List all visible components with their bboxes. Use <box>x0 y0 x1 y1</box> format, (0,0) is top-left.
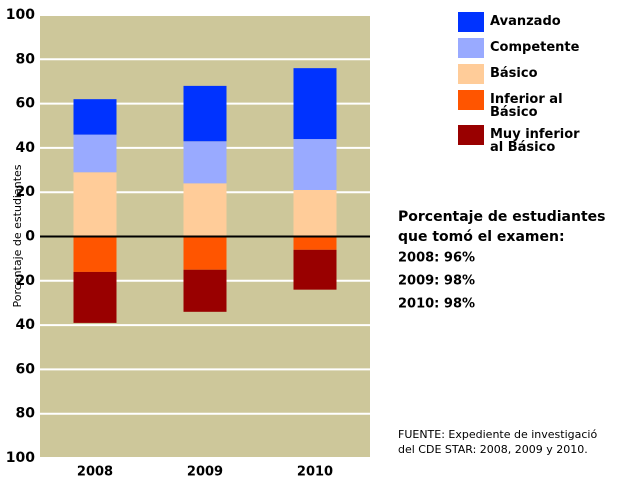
legend-swatch <box>458 12 484 32</box>
y-tick-label: 20 <box>16 273 36 289</box>
bar-segment <box>293 249 337 290</box>
bar-segment <box>73 99 117 135</box>
bar-segment <box>293 68 337 140</box>
bar-segment <box>73 236 117 272</box>
annotation: que tomó el examen: <box>398 229 565 245</box>
y-tick-label: 60 <box>16 361 36 377</box>
legend-label: Competente <box>490 40 580 55</box>
source: FUENTE: Expediente de investigació <box>398 428 597 441</box>
bar-segment <box>183 236 227 270</box>
x-tick-label: 2010 <box>297 465 333 479</box>
legend: Avanzado Competente Básico Inferior al Bási… <box>458 12 608 160</box>
annotation: 2010: 98% <box>398 297 475 312</box>
y-tick-label: 80 <box>16 51 36 67</box>
y-tick-label: 40 <box>16 140 36 156</box>
legend-item: Avanzado <box>458 12 608 32</box>
annotation: Porcentaje de estudiantes <box>398 209 605 225</box>
bar-segment <box>183 85 227 142</box>
x-tick-label: 2008 <box>77 465 113 479</box>
legend-swatch <box>458 90 484 110</box>
bar-segment <box>73 271 117 323</box>
legend-label: Inferior al Básico <box>490 92 563 120</box>
legend-item: Inferior al Básico <box>458 90 608 119</box>
y-axis-label: Porcentaje de estudiantes <box>11 164 24 307</box>
legend-item: Muy inferior al Básico <box>458 125 608 154</box>
y-tick-label: 20 <box>16 184 36 200</box>
legend-label: Avanzado <box>490 14 561 29</box>
legend-swatch <box>458 64 484 84</box>
legend-item: Básico <box>458 64 608 84</box>
legend-label: Muy inferior al Básico <box>490 127 580 155</box>
legend-swatch <box>458 38 484 58</box>
bar-segment <box>183 183 227 237</box>
legend-label: Básico <box>490 66 538 81</box>
annotation: 2008: 96% <box>398 251 475 266</box>
legend-swatch <box>458 125 484 145</box>
bar-segment <box>183 269 227 312</box>
y-tick-label: 0 <box>25 229 35 245</box>
bar-segment <box>293 189 337 237</box>
bar-segment <box>73 134 117 173</box>
y-tick-label: 60 <box>16 96 36 112</box>
legend-item: Competente <box>458 38 608 58</box>
bar-segment <box>183 141 227 184</box>
annotation: 2009: 98% <box>398 274 475 289</box>
bar-segment <box>293 139 337 190</box>
x-tick-label: 2009 <box>187 465 223 479</box>
bar-segment <box>73 172 117 237</box>
bar-segment <box>293 236 337 250</box>
source: del CDE STAR: 2008, 2009 y 2010. <box>398 443 588 456</box>
y-tick-label: 40 <box>16 317 36 333</box>
y-tick-label: 100 <box>6 450 35 466</box>
y-tick-label: 80 <box>16 406 36 422</box>
y-tick-label: 100 <box>6 7 35 23</box>
